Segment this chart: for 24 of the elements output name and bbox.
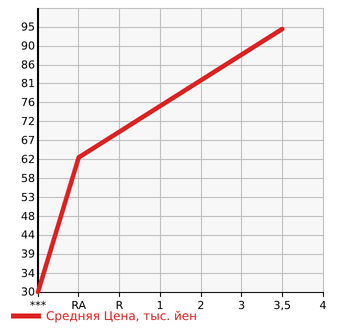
y-tick-label: 30 <box>21 286 35 298</box>
y-tick-label: 72 <box>21 115 35 128</box>
x-tick-label: 3,5 <box>274 299 292 312</box>
y-tick-label: 95 <box>21 20 35 34</box>
x-tick-label: 4 <box>320 299 326 312</box>
y-tick-label: 34 <box>21 267 35 280</box>
y-tick-label: 90 <box>21 39 35 52</box>
y-tick-label: 58 <box>21 172 35 185</box>
y-tick-label: 44 <box>21 228 35 242</box>
x-tick-label: RA <box>71 299 87 312</box>
x-tick-label: *** <box>30 299 47 312</box>
x-tick-label: R <box>116 299 124 312</box>
y-tick-label: 67 <box>21 134 35 148</box>
y-tick-label: 39 <box>21 248 35 261</box>
x-tick-label: 3 <box>238 299 246 312</box>
y-tick-label: 86 <box>21 58 35 72</box>
y-tick-label: 62 <box>21 152 35 166</box>
y-tick-label: 53 <box>21 190 35 204</box>
y-tick-label: 81 <box>21 77 35 90</box>
y-tick-label: 48 <box>21 210 35 224</box>
x-tick-label: 1 <box>156 299 164 312</box>
x-tick-label: 2 <box>197 299 204 312</box>
legend-label: Средняя Цена, тыс. йен <box>46 309 198 323</box>
y-tick-label: 76 <box>21 96 35 110</box>
